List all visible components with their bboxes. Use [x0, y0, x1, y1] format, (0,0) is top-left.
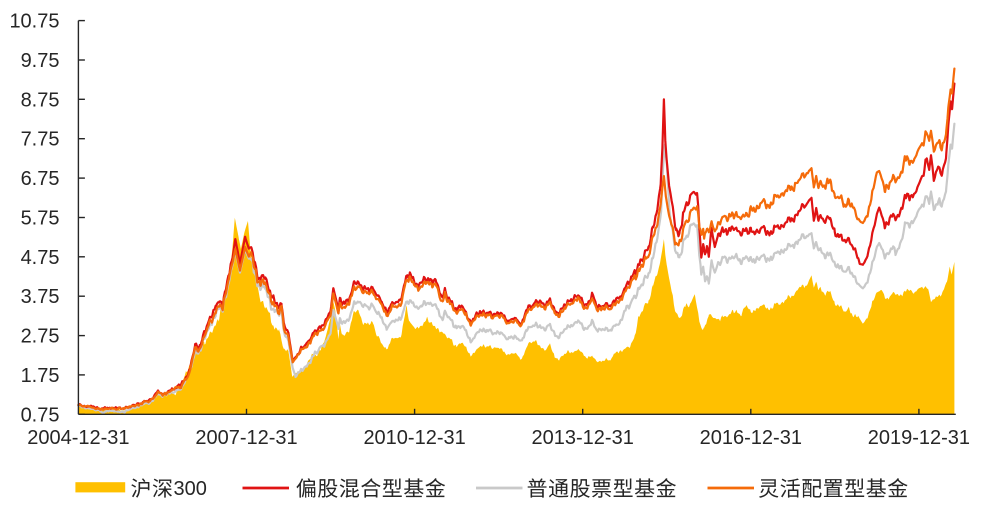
svg-text:9.75: 9.75	[21, 50, 60, 72]
svg-text:4.75: 4.75	[21, 247, 60, 269]
svg-text:0.75: 0.75	[21, 404, 60, 426]
svg-text:1.75: 1.75	[21, 365, 60, 387]
svg-text:2.75: 2.75	[21, 326, 60, 348]
svg-text:2016-12-31: 2016-12-31	[700, 427, 802, 449]
svg-text:2007-12-31: 2007-12-31	[195, 427, 297, 449]
svg-text:3.75: 3.75	[21, 286, 60, 308]
svg-text:6.75: 6.75	[21, 168, 60, 190]
svg-text:2013-12-31: 2013-12-31	[532, 427, 634, 449]
svg-text:5.75: 5.75	[21, 208, 60, 230]
svg-text:10.75: 10.75	[9, 11, 59, 33]
svg-text:7.75: 7.75	[21, 129, 60, 151]
svg-text:300: 300	[174, 478, 207, 500]
svg-text:2004-12-31: 2004-12-31	[27, 427, 129, 449]
svg-text:8.75: 8.75	[21, 89, 60, 111]
svg-text:2010-12-31: 2010-12-31	[363, 427, 465, 449]
svg-text:2019-12-31: 2019-12-31	[868, 427, 970, 449]
